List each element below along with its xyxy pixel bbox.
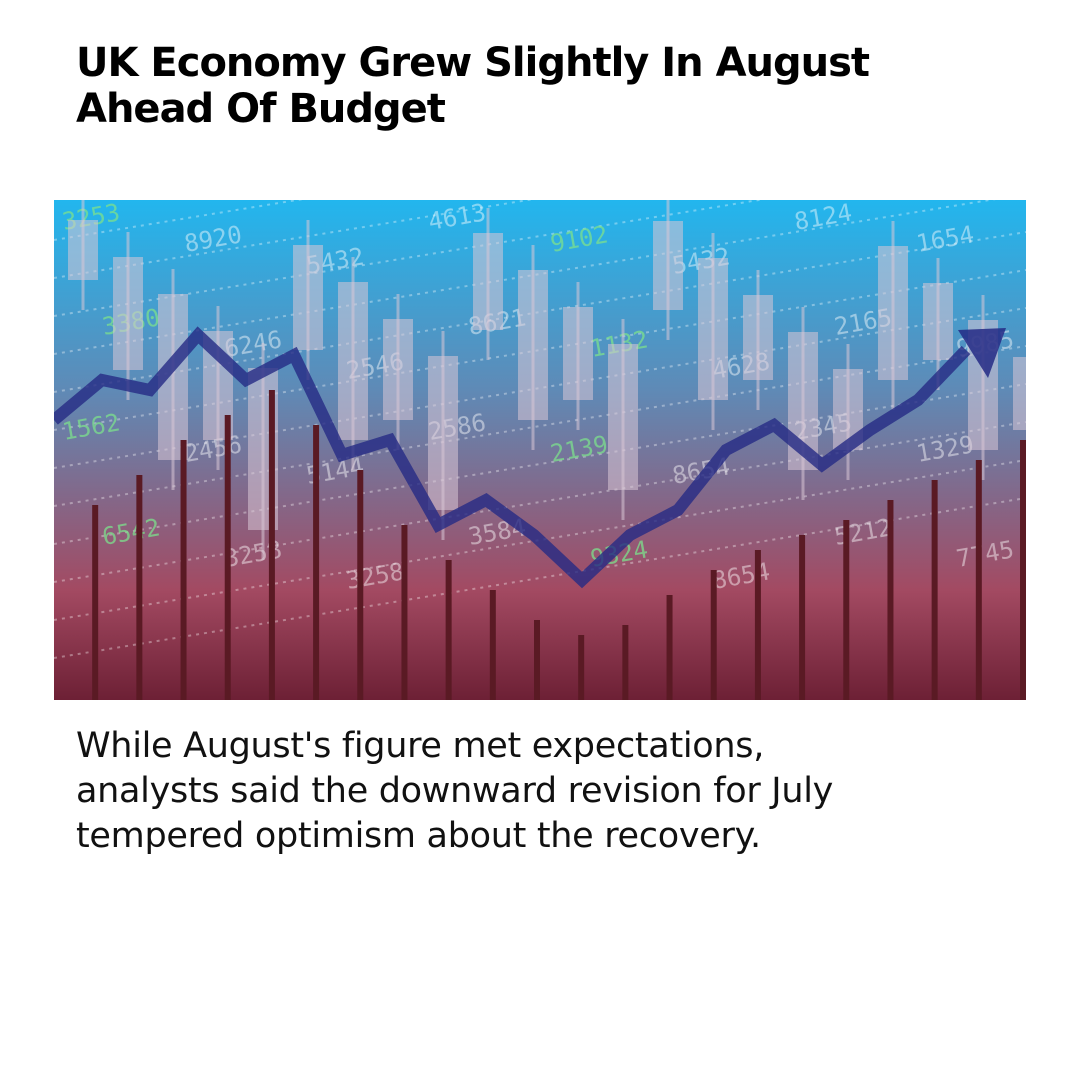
candle-body: [653, 221, 683, 310]
bar-gap: [843, 520, 850, 700]
trend-arrowhead: [958, 328, 1006, 378]
bar-gap: [622, 625, 629, 700]
bar-gap: [1020, 440, 1026, 700]
bar-gap: [799, 535, 806, 700]
headline-line-2: Ahead Of Budget: [76, 86, 446, 132]
bar-gap: [489, 590, 496, 700]
bar-gap: [710, 570, 717, 700]
uk-economy-flag-chart-image: 3253892054324613910254328124165433806246…: [54, 200, 1026, 700]
bar-gap: [313, 425, 320, 700]
summary-line-1: While August's figure met expectations,: [76, 726, 765, 766]
candle-body: [563, 307, 593, 400]
bar-gap: [578, 635, 585, 700]
candle-body: [293, 245, 323, 350]
bar-gap: [92, 505, 99, 700]
candle-body: [473, 233, 503, 330]
article-summary: While August's figure met expectations, …: [76, 724, 1006, 859]
candle-body: [1013, 357, 1026, 430]
bar-gap: [224, 415, 231, 700]
candle-body: [428, 356, 458, 510]
headline-line-1: UK Economy Grew Slightly In August: [76, 40, 870, 86]
candle-body: [68, 220, 98, 280]
candle-body: [698, 258, 728, 400]
bar-gap: [136, 475, 143, 700]
bar-gap: [357, 470, 364, 700]
bar-gap: [268, 390, 275, 700]
bar-gap: [754, 550, 761, 700]
candle-body: [743, 295, 773, 380]
bar-gap: [401, 525, 408, 700]
bar-gap: [931, 480, 938, 700]
bar-gap: [975, 460, 982, 700]
summary-line-2: analysts said the downward revision for …: [76, 771, 834, 811]
candle-body: [878, 246, 908, 380]
trend-line: [54, 326, 971, 589]
hero-bar-gaps: [92, 390, 1026, 700]
candle-body: [113, 257, 143, 370]
hero-trend-arrow: [54, 326, 1006, 589]
bar-gap: [887, 500, 894, 700]
hero-candlesticks: [68, 200, 1026, 560]
candle-body: [338, 282, 368, 440]
bar-gap: [180, 440, 187, 700]
bar-gap: [666, 595, 673, 700]
bar-gap: [445, 560, 452, 700]
summary-line-3: tempered optimism about the recovery.: [76, 816, 761, 856]
bar-gap: [534, 620, 540, 700]
candle-body: [518, 270, 548, 420]
article-headline: UK Economy Grew Slightly In August Ahead…: [76, 40, 976, 132]
candle-body: [923, 283, 953, 360]
candle-body: [608, 344, 638, 490]
candle-body: [383, 319, 413, 420]
